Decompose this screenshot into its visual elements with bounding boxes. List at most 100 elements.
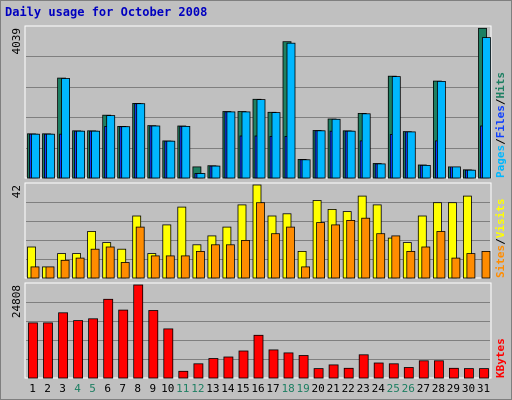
day-label-16: 16 [251, 382, 264, 395]
middle-sites-bar-3 [60, 259, 70, 279]
day-label-15: 15 [236, 382, 249, 395]
bottom-kbytes-bar-26 [403, 367, 414, 379]
middle-sites-bar-11 [180, 255, 190, 279]
bottom-kbytes-bar-9 [148, 310, 159, 379]
day-label-26: 26 [402, 382, 415, 395]
top-pages-bar-2 [46, 133, 55, 179]
legend-separator: / [494, 138, 507, 145]
middle-sites-bar-25 [391, 235, 401, 279]
top-pages-bar-22 [346, 130, 356, 179]
top-pages-bar-7 [121, 126, 131, 179]
top-pages-bar-31 [482, 37, 491, 179]
middle-sites-bar-17 [271, 233, 280, 279]
bottom-kbytes-bar-5 [88, 318, 98, 379]
bottom-kbytes-bar-14 [223, 356, 234, 379]
middle-sites-bar-2 [45, 266, 55, 279]
top-pages-bar-26 [406, 131, 416, 179]
bottom-kbytes-bar-20 [313, 368, 324, 379]
day-label-28: 28 [432, 382, 445, 395]
middle-sites-bar-18 [286, 226, 295, 279]
bottom-kbytes-bar-30 [463, 368, 474, 379]
bottom-kbytes-bar-23 [358, 354, 369, 379]
top-pages-bar-5 [91, 130, 100, 179]
bottom-kbytes-bar-15 [238, 350, 249, 379]
top-pages-bar-6 [106, 115, 116, 179]
bottom-kbytes-bar-17 [268, 349, 279, 379]
bottom-series-legend: KBytes [494, 338, 507, 378]
middle-sites-bar-30 [466, 253, 476, 279]
bottom-kbytes-bar-7 [118, 309, 129, 379]
top-pages-bar-20 [316, 130, 326, 179]
day-label-5: 5 [89, 382, 96, 395]
day-label-7: 7 [119, 382, 126, 395]
bottom-kbytes-bar-29 [448, 367, 459, 379]
bottom-kbytes-bar-11 [178, 370, 189, 379]
middle-sites-bar-7 [120, 262, 130, 279]
bottom-kbytes-bar-2 [43, 322, 53, 379]
day-label-9: 9 [149, 382, 156, 395]
day-label-14: 14 [221, 382, 235, 395]
middle-sites-bar-27 [421, 246, 431, 279]
middle-sites-bar-31 [481, 250, 491, 279]
top-pages-bar-29 [451, 166, 461, 179]
bottom-kbytes-bar-31 [479, 368, 489, 379]
middle-sites-bar-6 [105, 246, 115, 279]
middle-sites-bar-4 [75, 257, 85, 279]
middle-sites-bar-14 [225, 244, 235, 279]
day-label-3: 3 [59, 382, 66, 395]
bottom-kbytes-bar-13 [208, 358, 219, 379]
day-label-27: 27 [417, 382, 430, 395]
top-pages-bar-27 [421, 164, 431, 179]
legend-pages: Pages [494, 145, 507, 178]
middle-sites-bar-26 [406, 250, 416, 279]
middle-sites-bar-9 [150, 255, 160, 279]
middle-sites-bar-21 [331, 224, 341, 279]
top-pages-bar-19 [301, 159, 311, 179]
top-pages-bar-17 [271, 112, 281, 179]
bottom-kbytes-bar-22 [343, 367, 354, 379]
day-label-24: 24 [372, 382, 386, 395]
top-pages-bar-11 [181, 126, 191, 179]
top-pages-bar-18 [286, 42, 296, 179]
bottom-kbytes-bar-1 [28, 322, 38, 379]
day-label-22: 22 [342, 382, 355, 395]
bottom-kbytes-bar-12 [193, 363, 204, 379]
bottom-kbytes-bar-19 [298, 355, 309, 379]
bottom-kbytes-bar-28 [433, 360, 444, 379]
day-label-1: 1 [29, 382, 36, 395]
day-label-17: 17 [266, 382, 279, 395]
bottom-kbytes-bar-25 [388, 363, 399, 379]
top-pages-bar-23 [361, 113, 371, 179]
middle-sites-bar-23 [361, 217, 371, 279]
legend-kbytes: KBytes [494, 338, 507, 378]
day-label-25: 25 [387, 382, 400, 395]
bottom-kbytes-bar-6 [103, 298, 114, 379]
middle-sites-bar-20 [316, 222, 326, 279]
legend-sites: Sites [494, 245, 507, 278]
bottom-kbytes-bar-10 [163, 328, 174, 379]
bottom-kbytes-bar-4 [73, 320, 83, 379]
middle-sites-bar-19 [301, 266, 311, 279]
top-pages-bar-9 [151, 125, 161, 179]
middle-sites-bar-10 [165, 255, 175, 279]
top-pages-bar-16 [256, 99, 266, 179]
day-label-4: 4 [74, 382, 81, 395]
day-label-6: 6 [104, 382, 111, 395]
top-pages-bar-21 [331, 118, 341, 179]
day-label-8: 8 [134, 382, 141, 395]
top-pages-bar-25 [391, 76, 401, 179]
day-label-18: 18 [281, 382, 294, 395]
middle-sites-bar-24 [376, 233, 386, 279]
middle-sites-bar-28 [436, 231, 446, 279]
top-pages-bar-28 [436, 81, 446, 179]
middle-sites-bar-15 [241, 239, 250, 279]
top-pages-bar-30 [466, 169, 476, 179]
legend-hits: Hits [494, 72, 507, 99]
top-pages-bar-14 [226, 111, 236, 179]
middle-sites-bar-16 [256, 202, 265, 279]
top-axis-max-label: 4039 [10, 28, 23, 55]
top-pages-bar-8 [136, 103, 146, 179]
day-label-31: 31 [477, 382, 490, 395]
